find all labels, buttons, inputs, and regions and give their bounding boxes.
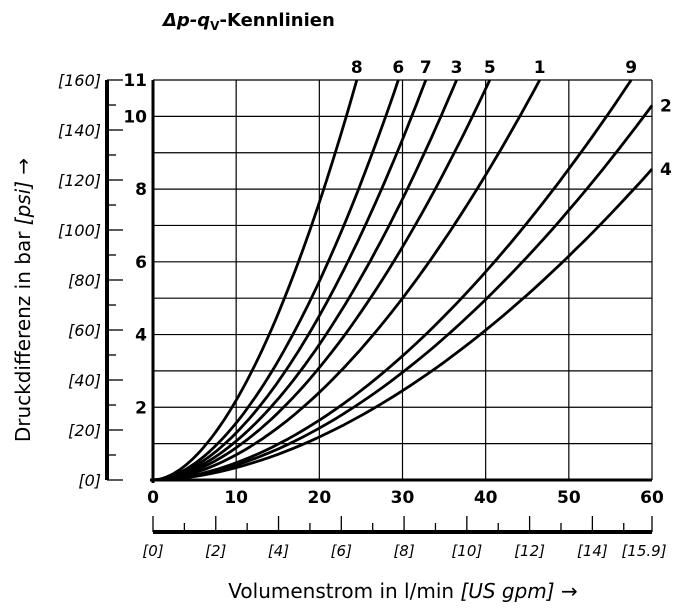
x-tick-label: 10 (224, 488, 248, 508)
gpm-tick-label: [12] (514, 542, 545, 560)
psi-tick-label: [60] (68, 321, 101, 340)
gpm-tick-label: [0] (142, 542, 163, 560)
curve-label-6: 6 (392, 58, 404, 78)
curve-label-2: 2 (660, 96, 672, 116)
x-axis-label-arrow: → (555, 579, 578, 603)
curve-1 (153, 80, 540, 480)
x-tick-label: 60 (640, 488, 664, 508)
chart-title-main: Δp-q (161, 10, 210, 31)
psi-tick-label: [160] (58, 71, 101, 90)
psi-tick-label: [100] (58, 221, 101, 240)
y-axis-label: Druckdifferenz in bar [psi] → (11, 158, 35, 442)
psi-tick-label: [80] (68, 271, 101, 290)
psi-tick-label: [140] (58, 121, 101, 140)
chart-title-suffix: -Kennlinien (219, 10, 334, 31)
curve-label-7: 7 (420, 58, 432, 78)
psi-tick-label: [20] (68, 421, 101, 440)
gpm-tick-label: [4] (268, 542, 289, 560)
curve-label-1: 1 (534, 58, 546, 78)
psi-tick-label: [120] (58, 171, 101, 190)
x-tick-label: 30 (391, 488, 415, 508)
curve-6 (153, 80, 398, 480)
y-axis-label-arrow: → (11, 158, 35, 181)
x-axis-label-unit: [US gpm] (460, 579, 554, 603)
curve-label-4: 4 (660, 160, 672, 180)
gpm-tick-label: [8] (393, 542, 414, 560)
psi-tick-label: [0] (78, 471, 101, 490)
curve-label-3: 3 (451, 58, 463, 78)
chart-title: Δp-qV-Kennlinien (161, 10, 335, 33)
x-tick-label: 50 (557, 488, 581, 508)
y-tick-label: 6 (135, 253, 147, 273)
y-tick-label: 10 (123, 107, 147, 127)
x-tick-label: 0 (147, 488, 159, 508)
psi-tick-label: [40] (68, 371, 101, 390)
curve-label-8: 8 (351, 58, 363, 78)
gpm-tick-label: [2] (205, 542, 226, 560)
curve-3 (153, 80, 457, 480)
x-tick-label: 40 (474, 488, 498, 508)
gpm-tick-label: [10] (451, 542, 482, 560)
curve-8 (153, 80, 357, 480)
x-tick-label: 20 (307, 488, 331, 508)
y-axis-label-main: Druckdifferenz in bar (11, 225, 35, 442)
x-axis-label: Volumenstrom in l/min [US gpm] → (228, 579, 577, 603)
y-tick-label: 2 (135, 398, 147, 418)
gpm-tick-label: [6] (331, 542, 352, 560)
y-tick-label: 11 (123, 71, 147, 91)
gpm-tick-label: [15.9] (621, 542, 666, 560)
curve-label-5: 5 (484, 58, 496, 78)
y-tick-label: 4 (135, 326, 147, 346)
tick-labels: [0] [20] [40] [60] [80] [100] [120] [140] [160] 2… (58, 58, 672, 560)
x-axis-label-main: Volumenstrom in l/min (228, 579, 460, 603)
gpm-tick-label: [14] (577, 542, 608, 560)
curve-label-9: 9 (625, 58, 637, 78)
y-axis-label-unit: [psi] (11, 181, 35, 225)
y-tick-label: 8 (135, 180, 147, 200)
